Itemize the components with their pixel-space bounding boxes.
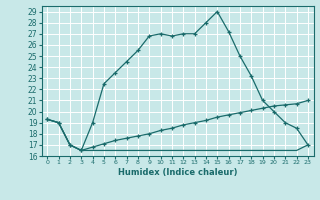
X-axis label: Humidex (Indice chaleur): Humidex (Indice chaleur) bbox=[118, 168, 237, 177]
